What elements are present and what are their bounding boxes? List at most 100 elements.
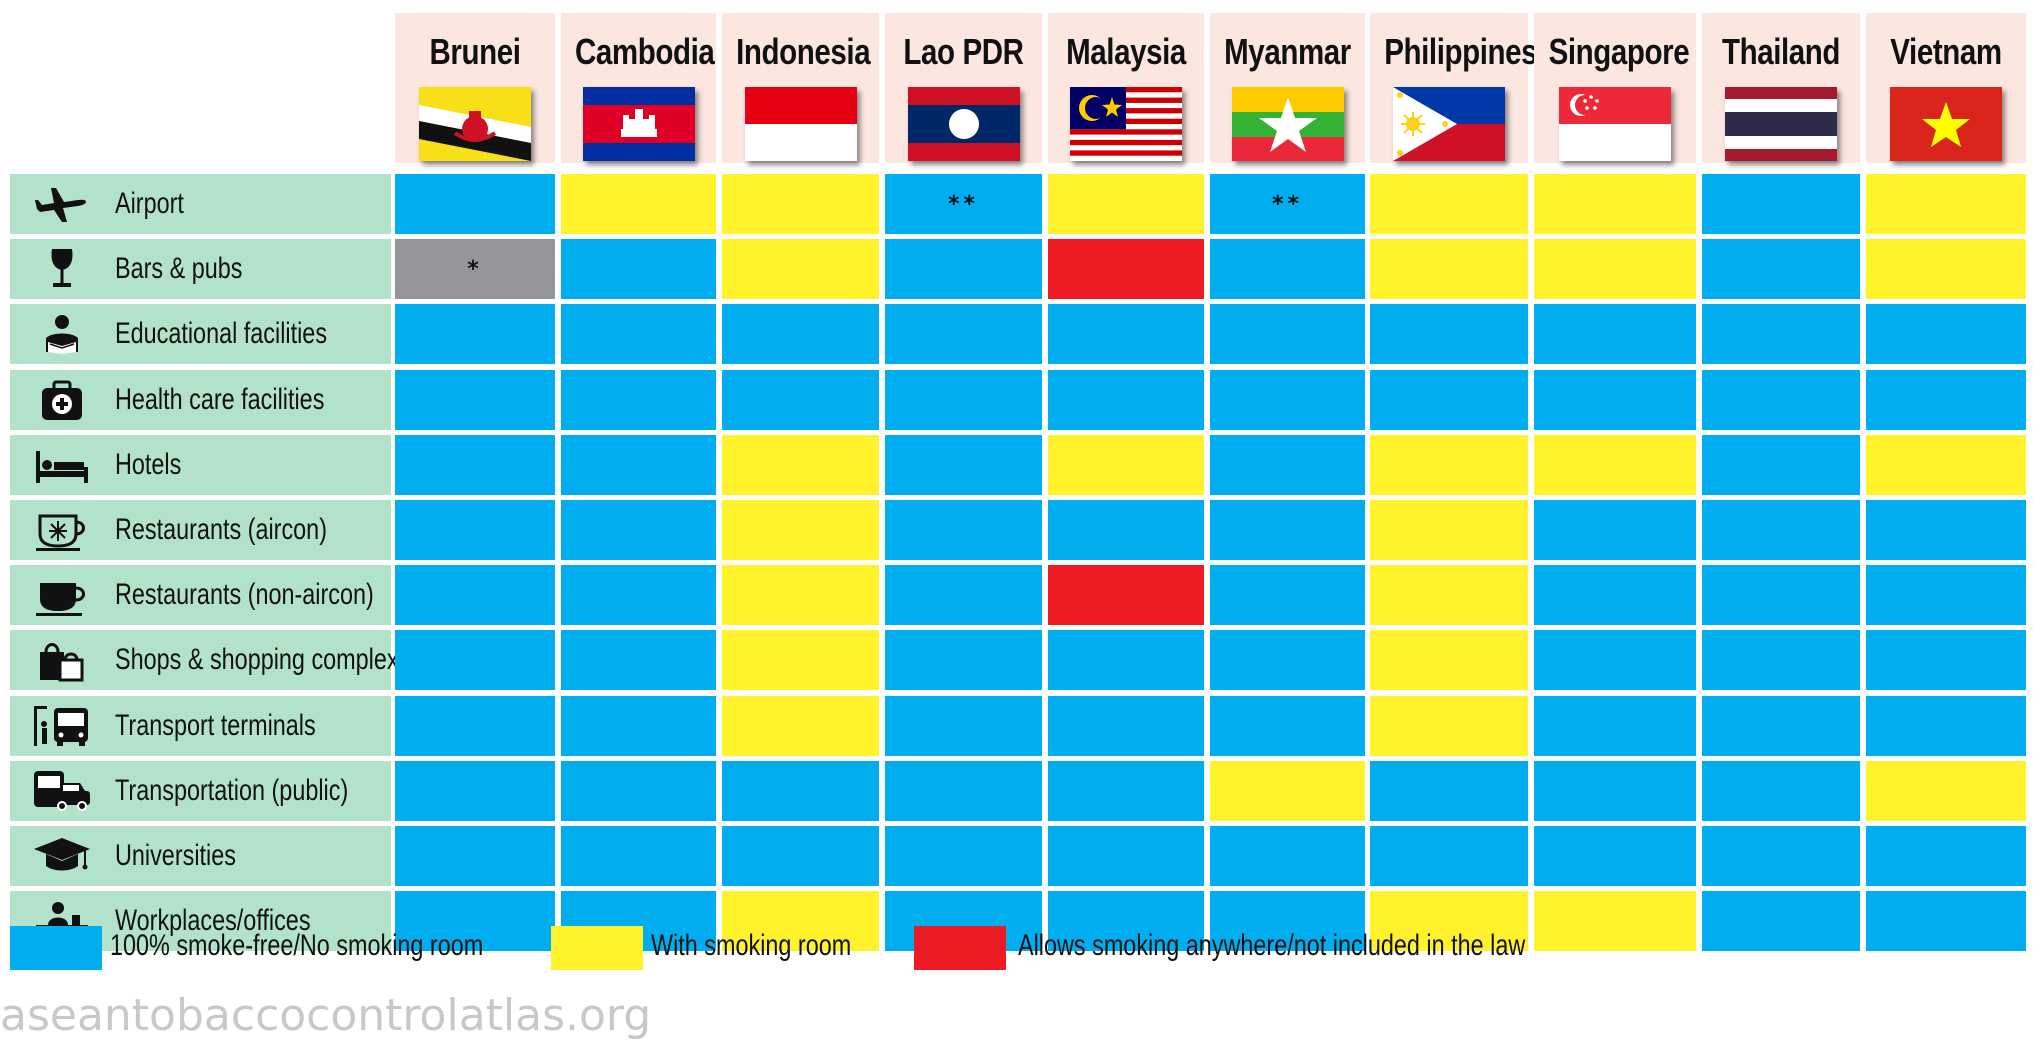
table-cell (1210, 891, 1365, 951)
table-cell (1370, 370, 1528, 430)
table-cell (561, 826, 716, 886)
first-aid-kit-icon (32, 378, 92, 422)
table-cell (722, 435, 879, 495)
table-cell (885, 630, 1042, 690)
flag-indonesia-icon (744, 87, 857, 161)
country-name: Cambodia (574, 31, 715, 72)
row-label-text: Universities (115, 839, 236, 872)
table-cell (1534, 891, 1696, 951)
table-cell (885, 826, 1042, 886)
row-label-text: Shops & shopping complex (115, 643, 399, 676)
table-cell: * (395, 239, 555, 299)
table-cell (1866, 370, 2026, 430)
column-header-vietnam: Vietnam (1866, 13, 2026, 163)
table-cell (1702, 239, 1860, 299)
table-cell (1534, 239, 1696, 299)
flag-vietnam-icon (1890, 87, 2002, 161)
flag-malaysia-icon (1070, 87, 1182, 161)
table-cell (1866, 174, 2026, 234)
table-cell (1048, 630, 1204, 690)
column-header-lao-pdr: Lao PDR (885, 13, 1042, 163)
table-cell (1370, 630, 1528, 690)
table-cell (561, 500, 716, 560)
row-label-text: Restaurants (non-aircon) (115, 578, 374, 611)
table-cell (1370, 239, 1528, 299)
wine-glass-icon (32, 247, 92, 291)
row-label: Shops & shopping complex (10, 630, 399, 690)
table-cell (1210, 630, 1365, 690)
table-cell (1048, 696, 1204, 756)
table-cell (1702, 304, 1860, 364)
table-cell (1210, 761, 1365, 821)
legend-label: 100% smoke-free/No smoking room (110, 929, 484, 962)
table-cell (561, 370, 716, 430)
country-name: Philippines (1384, 31, 1538, 72)
table-cell (885, 565, 1042, 625)
row-label-text: Transport terminals (115, 709, 316, 742)
table-cell (1866, 500, 2026, 560)
row-label: Hotels (10, 435, 391, 495)
table-cell (1866, 435, 2026, 495)
country-name: Thailand (1721, 31, 1841, 72)
table-cell (561, 696, 716, 756)
table-cell (1534, 500, 1696, 560)
column-header-cambodia: Cambodia (561, 13, 716, 163)
flag-myanmar-icon (1231, 87, 1344, 161)
country-name: Lao PDR (903, 31, 1024, 72)
table-cell (1534, 630, 1696, 690)
table-cell (561, 435, 716, 495)
table-cell (395, 630, 555, 690)
table-cell (1048, 435, 1204, 495)
row-label-text: Workplaces/offices (115, 904, 311, 937)
student-reading-icon (32, 312, 92, 356)
table-cell (395, 696, 555, 756)
row-label: Restaurants (non-aircon) (10, 565, 391, 625)
table-cell (1048, 565, 1204, 625)
table-cell: ** (885, 174, 1042, 234)
table-cell (722, 500, 879, 560)
table-cell (885, 435, 1042, 495)
row-label: Universities (10, 826, 391, 886)
row-label: Transport terminals (10, 696, 391, 756)
row-label: Bars & pubs (10, 239, 391, 299)
table-cell (885, 696, 1042, 756)
table-cell (1210, 370, 1365, 430)
table-cell (1048, 500, 1204, 560)
table-cell (395, 761, 555, 821)
legend-label: Allows smoking anywhere/not included in … (1018, 929, 1526, 962)
column-header-indonesia: Indonesia (722, 13, 879, 163)
row-label: Transportation (public) (10, 761, 391, 821)
table-cell (722, 370, 879, 430)
table-cell (1702, 630, 1860, 690)
coffee-cup-icon (32, 573, 92, 617)
country-name: Malaysia (1066, 31, 1186, 72)
table-cell (1866, 761, 2026, 821)
table-cell (885, 304, 1042, 364)
table-cell (1534, 370, 1696, 430)
country-name: Myanmar (1224, 31, 1351, 72)
flag-singapore-icon (1559, 87, 1671, 161)
table-cell (1370, 826, 1528, 886)
table-cell (1702, 696, 1860, 756)
graduation-cap-icon (32, 834, 92, 878)
row-label-text: Airport (115, 187, 184, 220)
country-name: Indonesia (736, 31, 871, 72)
table-cell (1210, 500, 1365, 560)
row-label: Educational facilities (10, 304, 391, 364)
table-cell (885, 761, 1042, 821)
table-cell (1370, 304, 1528, 364)
row-label: Restaurants (aircon) (10, 500, 391, 560)
table-cell (561, 761, 716, 821)
flag-brunei-icon (419, 87, 531, 161)
table-cell (1048, 761, 1204, 821)
country-name: Brunei (429, 31, 521, 72)
column-header-philippines: Philippines (1370, 13, 1538, 163)
table-cell (1534, 435, 1696, 495)
flag-thailand-icon (1725, 87, 1837, 161)
shopping-bags-icon (32, 638, 92, 682)
table-cell (561, 630, 716, 690)
table-cell (1702, 565, 1860, 625)
row-label-text: Bars & pubs (115, 252, 243, 285)
table-cell (1210, 565, 1365, 625)
legend-swatch (10, 926, 102, 970)
